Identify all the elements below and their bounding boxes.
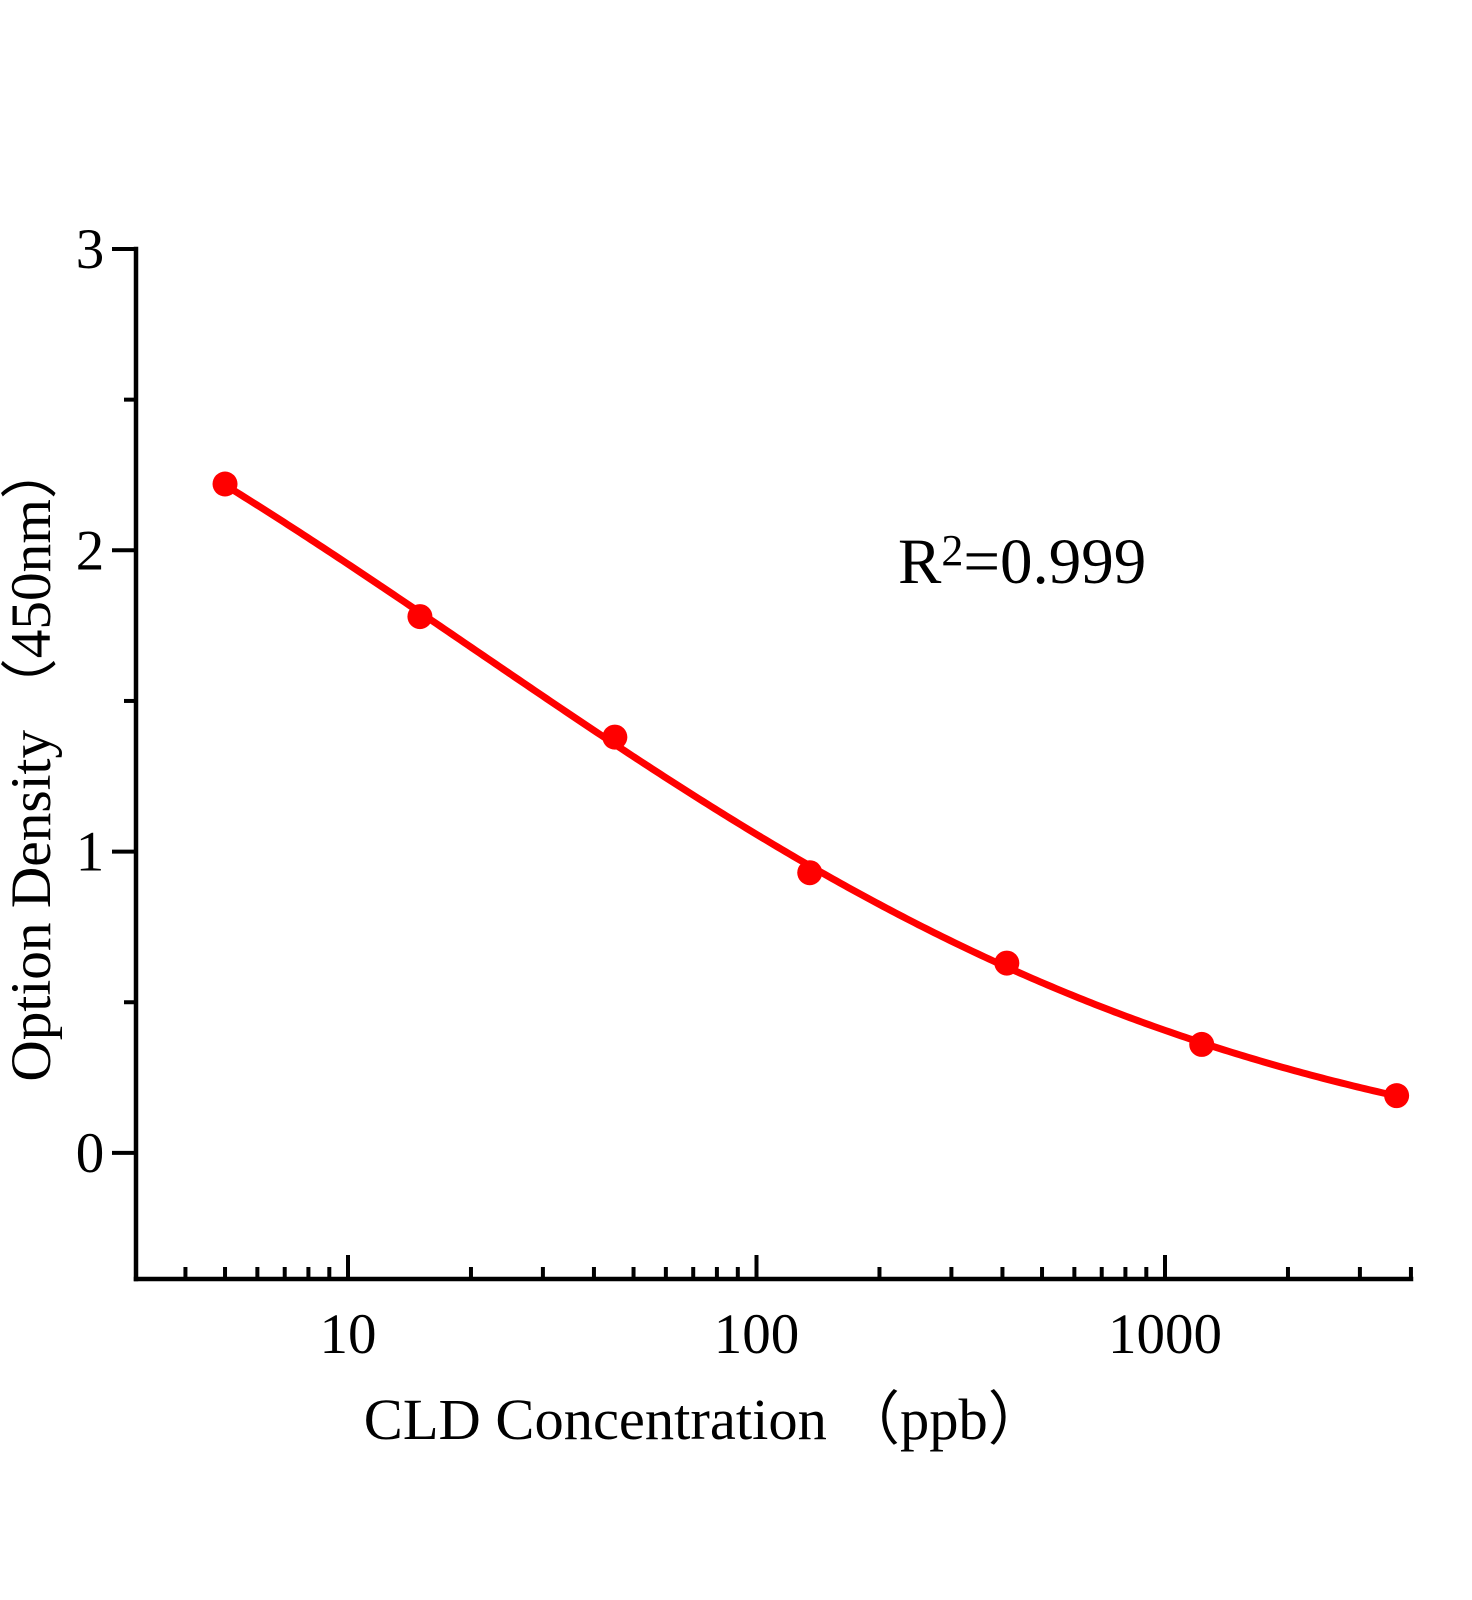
svg-text:1000: 1000 [1108, 1303, 1222, 1366]
svg-text:0: 0 [76, 1122, 105, 1185]
svg-text:2: 2 [76, 519, 105, 582]
svg-text:R2=0.999: R2=0.999 [898, 526, 1146, 598]
svg-text:10: 10 [320, 1303, 377, 1366]
svg-text:Option Density （450nm）: Option Density （450nm） [0, 442, 63, 1082]
svg-text:CLD Concentration （ppb）: CLD Concentration （ppb） [364, 1387, 1046, 1452]
svg-text:3: 3 [76, 218, 105, 281]
svg-text:1: 1 [76, 821, 105, 884]
svg-text:100: 100 [714, 1303, 800, 1366]
